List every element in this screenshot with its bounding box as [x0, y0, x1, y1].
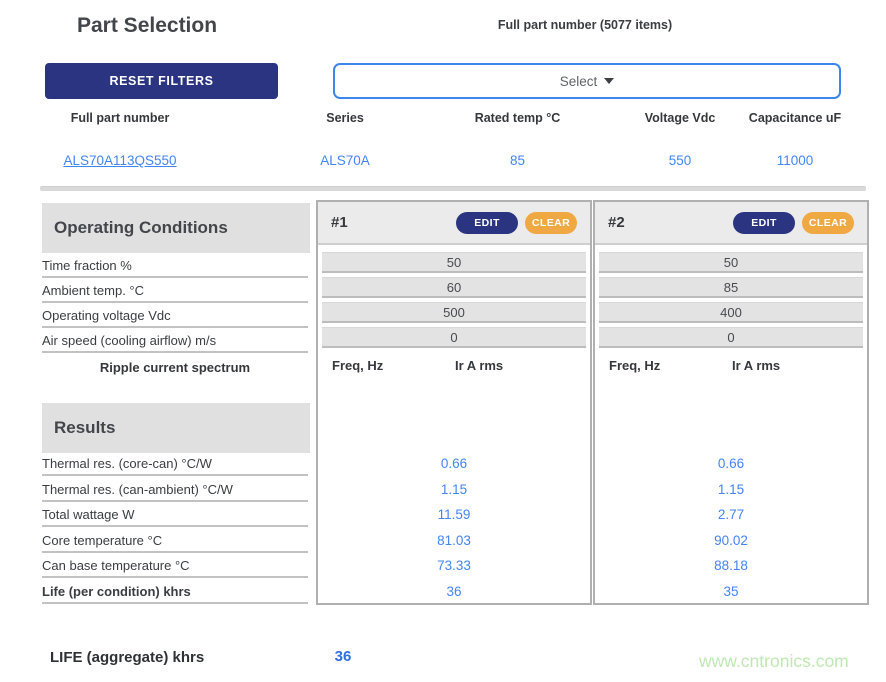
label-ambient-temp: Ambient temp. °C	[42, 283, 308, 303]
condition-1-total-wattage: 11.59	[437, 507, 471, 522]
condition-1-operating-voltage[interactable]: 500	[322, 302, 586, 323]
operating-conditions-header: Operating Conditions	[42, 203, 310, 253]
condition-panel-2: #2 EDIT CLEAR 50 85 400 0 Freq, Hz Ir A …	[593, 200, 869, 605]
reset-filters-button[interactable]: RESET FILTERS	[45, 63, 278, 99]
condition-1-thermal-res-can-ambient: 1.15	[440, 482, 468, 497]
condition-2-header: #2 EDIT CLEAR	[595, 202, 867, 245]
condition-1-ir-header: Ir A rms	[455, 358, 504, 373]
condition-2-id: #2	[608, 214, 625, 231]
part-select-dropdown[interactable]: Select	[333, 63, 841, 99]
condition-1-air-speed[interactable]: 0	[322, 327, 586, 348]
label-thermal-res-can-ambient: Thermal res. (can-ambient) °C/W	[42, 482, 308, 502]
label-total-wattage: Total wattage W	[42, 507, 308, 527]
condition-2-edit-button[interactable]: EDIT	[733, 211, 795, 234]
section-divider	[40, 186, 866, 191]
page-title: Part Selection	[77, 14, 218, 37]
condition-2-clear-button[interactable]: CLEAR	[802, 211, 854, 234]
condition-1-id: #1	[331, 214, 348, 231]
results-header: Results	[42, 403, 310, 453]
ripple-spectrum-label: Ripple current spectrum	[99, 360, 251, 375]
condition-1-edit-button[interactable]: EDIT	[456, 211, 518, 234]
column-header-rated-temp: Rated temp °C	[474, 111, 561, 125]
condition-2-core-temperature: 90.02	[714, 533, 748, 548]
label-life-per-condition: Life (per condition) khrs	[42, 584, 308, 604]
chevron-down-icon	[604, 78, 615, 84]
label-core-temperature: Core temperature °C	[42, 533, 308, 553]
condition-1-clear-button[interactable]: CLEAR	[525, 211, 577, 234]
condition-1-core-temperature: 81.03	[437, 533, 471, 548]
condition-1-can-base-temperature: 73.33	[437, 558, 471, 573]
life-aggregate-label: LIFE (aggregate) khrs	[50, 649, 205, 666]
condition-2-operating-voltage[interactable]: 400	[599, 302, 863, 323]
label-can-base-temperature: Can base temperature °C	[42, 558, 308, 578]
full-part-count-label: Full part number (5077 items)	[497, 18, 673, 32]
condition-2-life: 35	[723, 584, 739, 599]
label-time-fraction: Time fraction %	[42, 258, 308, 278]
part-capacitance-value: 11000	[776, 153, 814, 168]
part-series-value: ALS70A	[320, 153, 370, 168]
condition-1-header: #1 EDIT CLEAR	[318, 202, 590, 245]
condition-2-air-speed[interactable]: 0	[599, 327, 863, 348]
part-voltage-value: 550	[668, 153, 692, 168]
part-rated-temp-value: 85	[509, 153, 526, 168]
watermark: www.cntronics.com	[699, 651, 849, 671]
condition-1-time-fraction[interactable]: 50	[322, 252, 586, 273]
condition-1-ambient-temp[interactable]: 60	[322, 277, 586, 298]
condition-2-total-wattage: 2.77	[717, 507, 745, 522]
condition-1-life: 36	[446, 584, 462, 599]
label-operating-voltage: Operating voltage Vdc	[42, 308, 308, 328]
column-header-series: Series	[326, 111, 364, 125]
part-number-link[interactable]: ALS70A113QS550	[63, 153, 177, 168]
column-header-voltage: Voltage Vdc	[644, 111, 716, 125]
condition-2-time-fraction[interactable]: 50	[599, 252, 863, 273]
column-header-full-part-number: Full part number	[70, 111, 170, 125]
select-label: Select	[559, 73, 598, 89]
life-aggregate-value: 36	[334, 648, 352, 665]
condition-1-thermal-res-core-can: 0.66	[440, 456, 468, 471]
condition-2-thermal-res-core-can: 0.66	[717, 456, 745, 471]
label-thermal-res-core-can: Thermal res. (core-can) °C/W	[42, 456, 308, 476]
column-header-capacitance: Capacitance uF	[748, 111, 842, 125]
condition-panel-1: #1 EDIT CLEAR 50 60 500 0 Freq, Hz Ir A …	[316, 200, 592, 605]
condition-2-ambient-temp[interactable]: 85	[599, 277, 863, 298]
condition-1-freq-header: Freq, Hz	[332, 358, 384, 373]
label-air-speed: Air speed (cooling airflow) m/s	[42, 333, 308, 353]
condition-2-freq-header: Freq, Hz	[609, 358, 661, 373]
condition-2-can-base-temperature: 88.18	[714, 558, 748, 573]
condition-2-thermal-res-can-ambient: 1.15	[717, 482, 745, 497]
condition-2-ir-header: Ir A rms	[732, 358, 781, 373]
